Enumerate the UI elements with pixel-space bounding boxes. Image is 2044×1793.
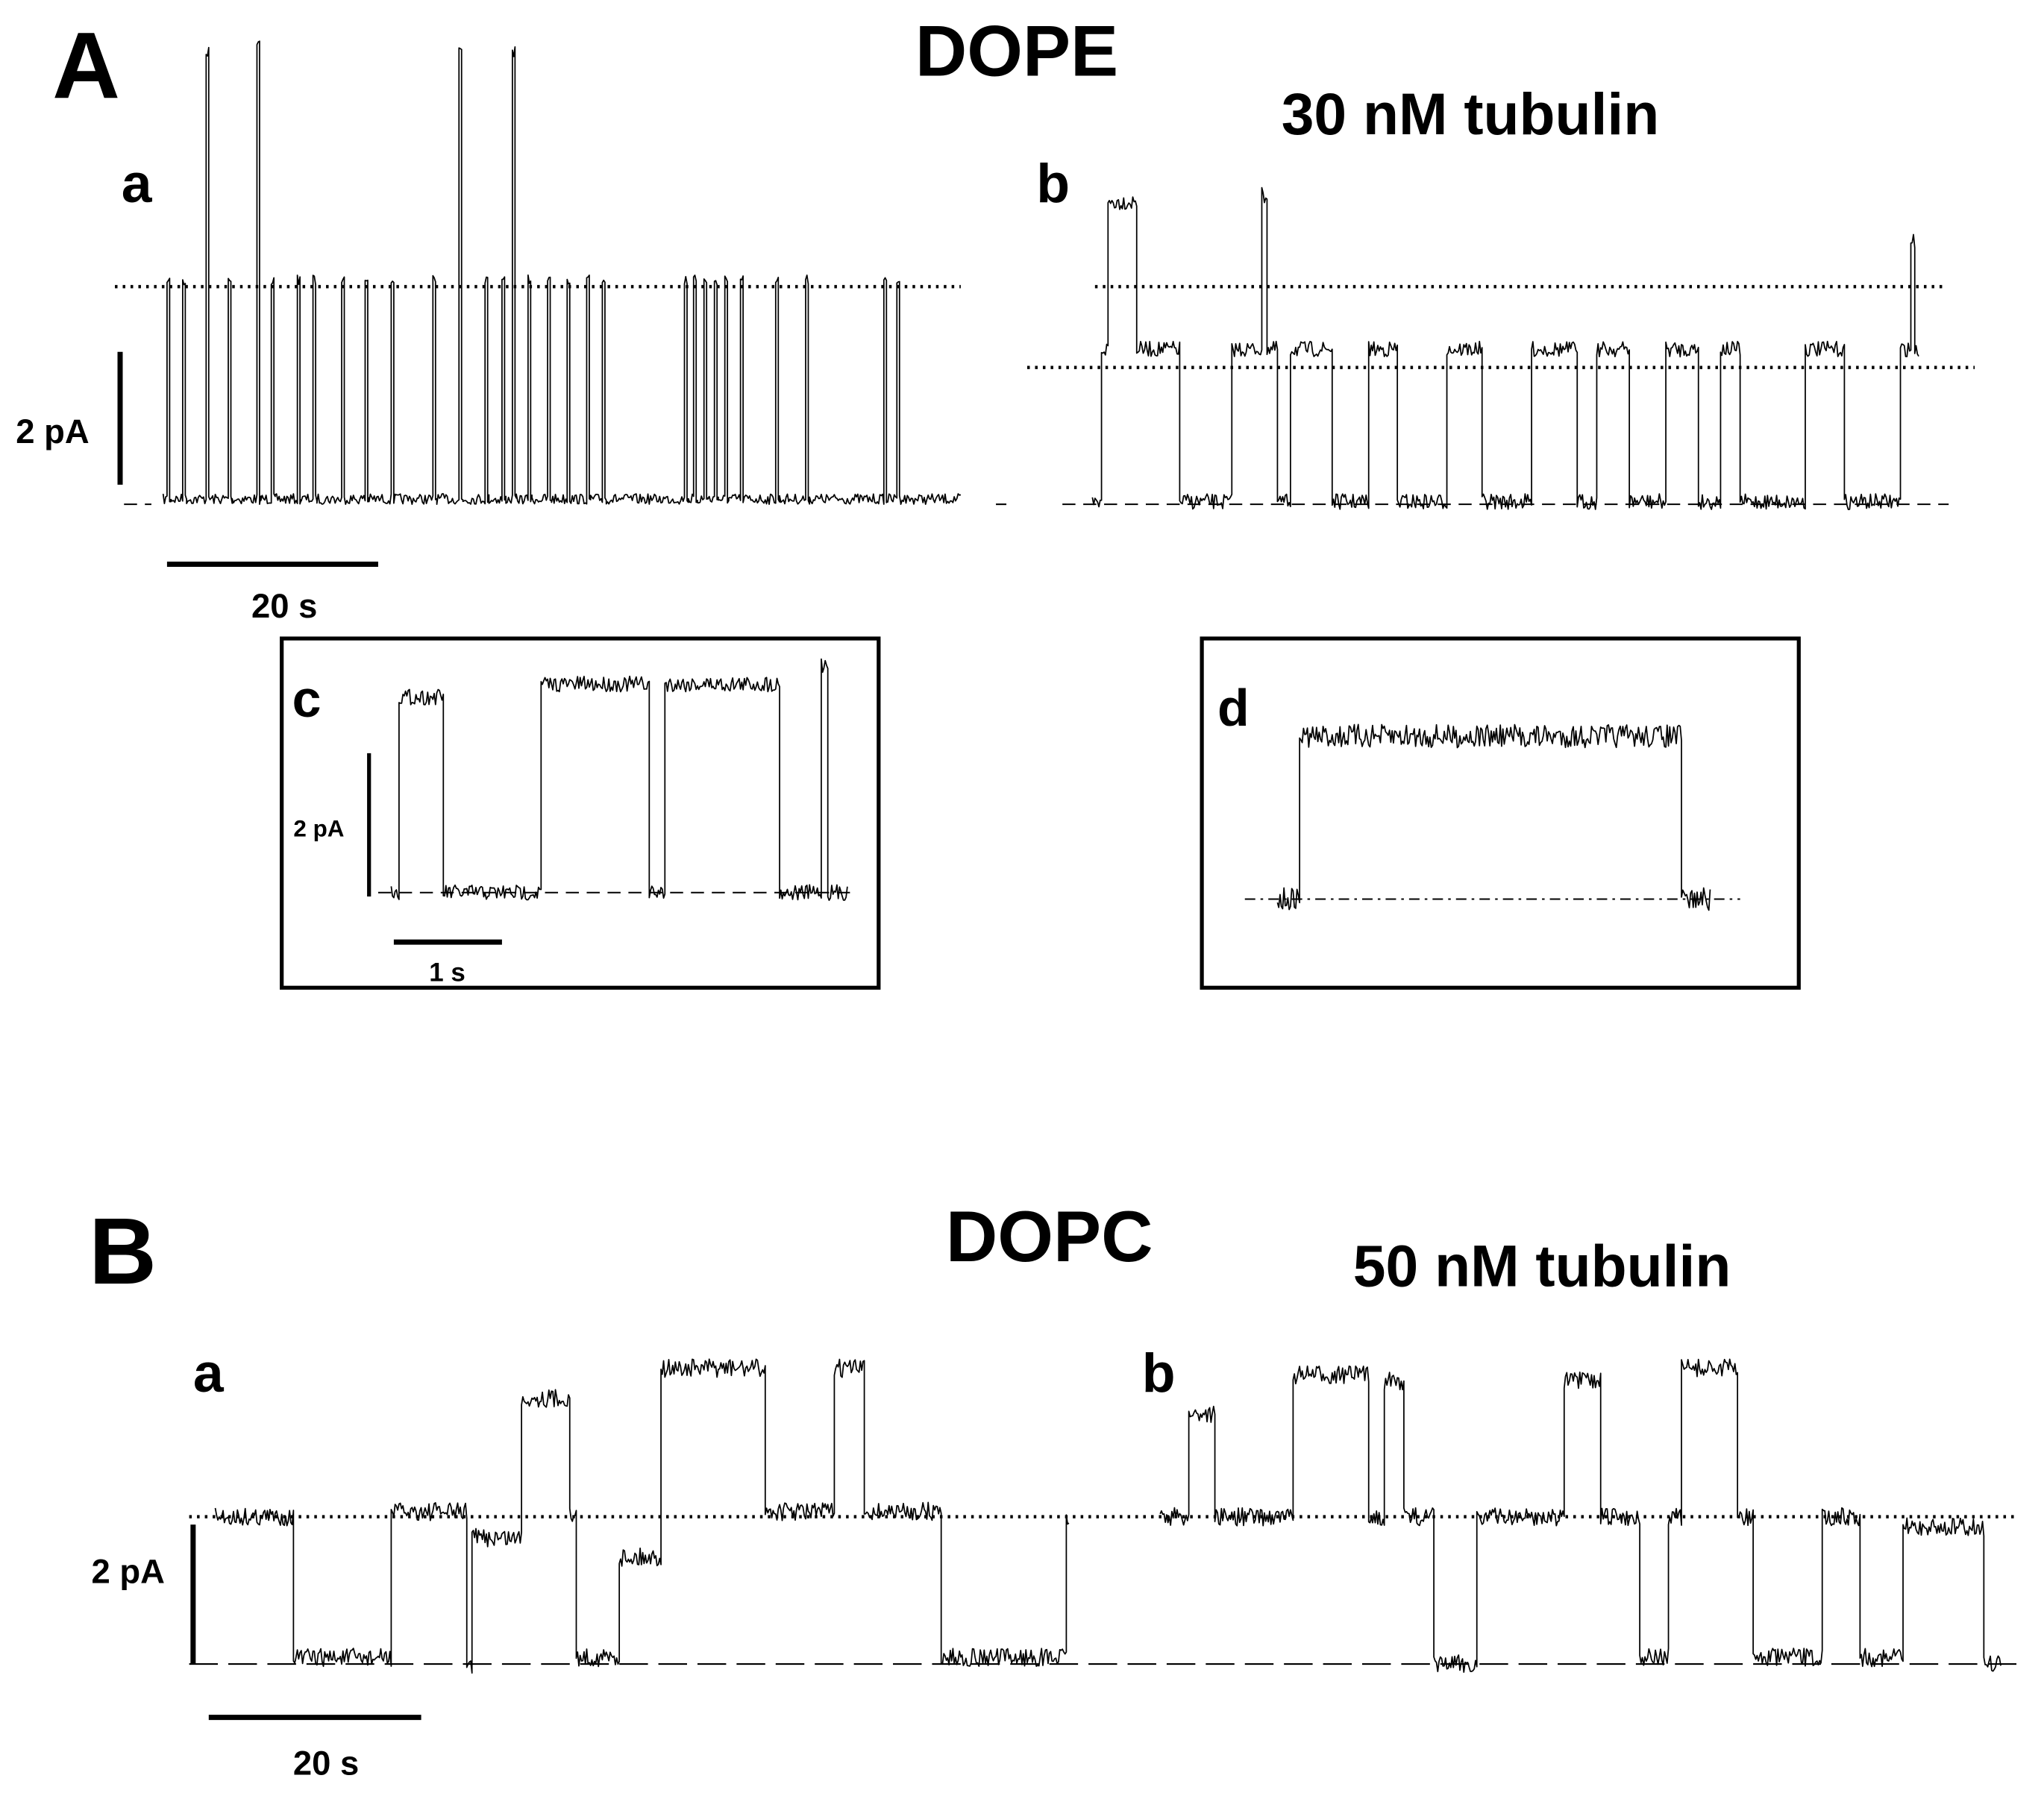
- current-trace: [1091, 186, 1919, 510]
- scale-label: 2 pA: [16, 412, 89, 450]
- panel-label: B: [89, 1199, 157, 1304]
- scale-label: 1 s: [429, 958, 465, 987]
- current-trace: [390, 658, 848, 901]
- scale-label: 2 pA: [293, 816, 344, 842]
- scale-label: 20 s: [293, 1745, 359, 1783]
- inset-box: [280, 636, 881, 990]
- subpanel-label: a: [122, 153, 153, 214]
- lipid-title: DOPE: [915, 11, 1118, 91]
- current-trace: [214, 1358, 1070, 1674]
- subpanel-label: b: [1142, 1343, 1176, 1404]
- condition: 50 nM tubulin: [1353, 1233, 1731, 1299]
- condition: 30 nM tubulin: [1282, 81, 1660, 147]
- subpanel-label: b: [1036, 153, 1070, 214]
- scale-label: 2 pA: [92, 1553, 165, 1591]
- scale-label: 20 s: [251, 587, 317, 625]
- subpanel-label: d: [1217, 679, 1250, 737]
- panel-label: A: [52, 13, 120, 118]
- inset-box: [1200, 636, 1801, 990]
- current-trace: [1159, 1358, 2001, 1673]
- current-trace: [162, 40, 962, 505]
- current-trace: [1276, 723, 1711, 911]
- subpanel-label: c: [292, 670, 322, 728]
- lipid-title: DOPC: [946, 1197, 1153, 1277]
- subpanel-label: a: [193, 1343, 225, 1404]
